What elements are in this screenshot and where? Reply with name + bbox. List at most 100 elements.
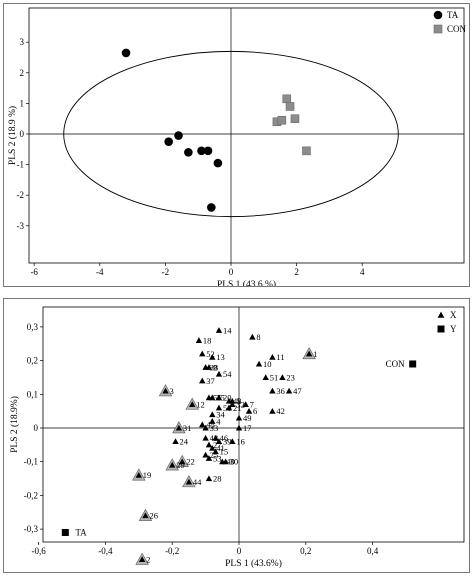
score-plot-panel: -6 -4 -2 0 2 4 3 2 1 0 -1 -2 -3 PLS 1 (43.6 %) PLS 2 (… [3, 3, 470, 287]
x-tick-label: -4 [96, 267, 104, 277]
x-variable-point [235, 424, 243, 431]
y-axis-label: PLS 2 (18.9 %) [7, 106, 18, 165]
x-tick-label: 0 [237, 546, 242, 556]
x-variable-point [199, 421, 206, 428]
x-variable-label: 47 [293, 386, 302, 396]
y-variable-label: TA [75, 527, 87, 537]
legend-x-marker [437, 311, 445, 318]
x-variable-point [138, 556, 146, 562]
x-tick-label: -6 [30, 267, 38, 277]
x-tick-label: 0,2 [300, 546, 311, 556]
x-variable-label: 2 [146, 554, 150, 564]
x-variable-point [262, 374, 269, 381]
x-variable-point [205, 455, 213, 461]
x-variable-label: 29 [176, 460, 185, 470]
x-variable-point [212, 434, 219, 441]
x-variable-point [212, 448, 219, 455]
x-variable-label: 35 [216, 393, 225, 403]
x-variable-point [305, 350, 313, 357]
x-variable-point [172, 438, 179, 445]
x-variable-label: 22 [186, 457, 195, 467]
x-variable-label: 15 [220, 447, 229, 457]
x-variable-label: 38 [210, 362, 219, 372]
x-variable-label: 24 [180, 436, 189, 446]
x-tick-label: 0 [229, 267, 234, 277]
x-variable-label: 23 [286, 372, 295, 382]
x-variable-label: 27 [213, 440, 222, 450]
x-variable-point [199, 350, 206, 357]
x-variable-point [209, 411, 216, 418]
x-variable-point [219, 458, 226, 465]
x-variable-point [142, 512, 149, 519]
x-variable-label: 55 [213, 393, 222, 403]
x-variable-point [269, 407, 276, 414]
x-variable-label: 5 [236, 396, 240, 406]
x-variable-label: 41 [216, 443, 225, 453]
x-variable-label: 54 [223, 369, 232, 379]
x-variable-label: 48 [233, 396, 242, 406]
x-variable-label: 6 [253, 406, 257, 416]
y-tick-label: -3 [17, 221, 25, 231]
x-variable-label: 52 [206, 349, 215, 359]
y-tick-label: 1 [20, 98, 25, 108]
x-variable-label: 4 [216, 416, 221, 426]
x-variable-label: 16 [236, 436, 245, 446]
y-tick-label: -0,3 [24, 524, 39, 534]
x-variable-point [229, 438, 236, 445]
ta-point [174, 131, 183, 140]
x-variable-label: 33 [210, 423, 219, 433]
x-variable-point [179, 458, 186, 465]
y-tick-label: 0,2 [27, 356, 38, 366]
x-variable-point [202, 364, 209, 370]
ta-point [164, 137, 173, 146]
x-variable-label: 1 [313, 349, 317, 359]
y-tick-label: 0 [20, 129, 25, 139]
x-variable-label: 50 [223, 403, 232, 413]
y-variable-label: CON [386, 359, 406, 369]
legend-con-label: CON [447, 24, 467, 34]
x-variable-label: 39 [223, 436, 232, 446]
x-variable-point [202, 424, 209, 431]
x-variable-label: 31 [183, 423, 192, 433]
y-tick-label: -1 [17, 160, 25, 170]
x-variable-label: 18 [203, 335, 212, 345]
x-variable-label: 12 [196, 399, 205, 409]
x-variable-point [202, 434, 209, 441]
x-variable-label: 19 [143, 470, 152, 480]
x-variable-point [242, 401, 249, 407]
ta-point [184, 148, 193, 157]
x-variable-label: 32 [236, 399, 245, 409]
x-variable-label: 37 [206, 376, 215, 386]
x-variable-point [255, 360, 263, 367]
legend-con-marker [433, 24, 443, 34]
x-variable-point [189, 401, 196, 407]
con-point [285, 102, 295, 111]
x-variable-label: 3 [170, 386, 174, 396]
x-variable-point [215, 438, 223, 445]
x-variable-point [202, 451, 209, 458]
x-variable-label: 17 [243, 423, 252, 433]
legend-y-marker [437, 325, 445, 333]
x-variable-point [245, 407, 253, 414]
x-variable-label: 34 [216, 410, 225, 420]
x-variable-label: 20 [223, 393, 232, 403]
y-tick-label: 0,1 [27, 389, 38, 399]
x-variable-point [215, 394, 223, 401]
x-variable-point [229, 401, 236, 407]
x-variable-label: 46 [220, 433, 229, 443]
x-tick-label: 4 [360, 267, 365, 277]
ta-point [121, 48, 131, 58]
con-point [302, 146, 311, 156]
y-variable-point [61, 528, 69, 536]
y-tick-label: -0,1 [24, 457, 38, 467]
x-variable-label: 40 [226, 457, 235, 467]
plot-frame [28, 7, 465, 264]
x-variable-label: 10 [263, 359, 272, 369]
x-variable-point [185, 478, 193, 485]
x-variable-label: 28 [213, 474, 222, 484]
x-axis-label: PLS 1 (43.6%) [225, 558, 282, 569]
y-tick-label: 0,3 [27, 322, 39, 332]
y-tick-label: 0 [34, 423, 39, 433]
x-tick-label: -0,6 [31, 546, 46, 556]
x-variable-point [235, 414, 243, 421]
